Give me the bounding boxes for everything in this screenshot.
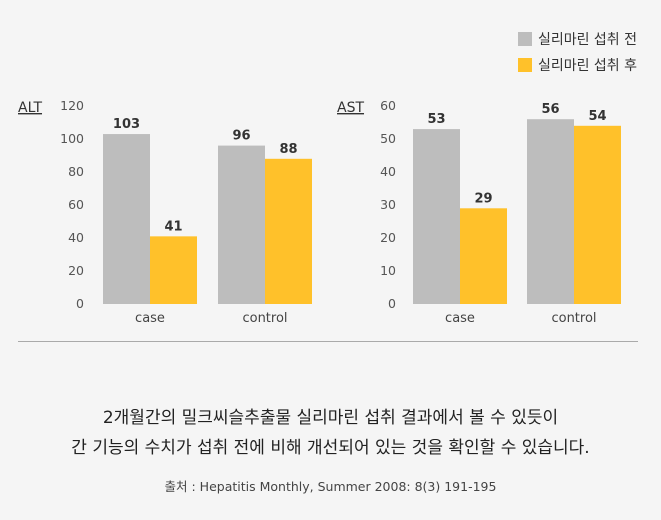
divider [18, 341, 638, 342]
legend-item-after: 실리마린 섭취 후 [517, 52, 637, 78]
bar-control-after [265, 158, 312, 304]
data-label: 88 [279, 142, 297, 157]
y-tick-label: 80 [68, 164, 84, 179]
legend-label-after: 실리마린 섭취 후 [537, 58, 637, 74]
y-tick-label: 50 [380, 131, 396, 146]
legend-swatch-after [517, 58, 532, 72]
caption-line-2: 간 기능의 수치가 섭취 전에 비해 개선되어 있는 것을 확인할 수 있습니다… [71, 438, 590, 458]
y-tick-label: 20 [380, 230, 396, 245]
data-label: 29 [474, 191, 492, 206]
chart-title-ast: AST [337, 100, 364, 116]
y-tick-label: 20 [68, 263, 84, 278]
x-tick-label-control: control [242, 311, 287, 326]
y-tick-label: 120 [60, 98, 84, 113]
y-tick-label: 100 [60, 131, 84, 146]
bar-control-after [574, 125, 621, 304]
bar-control-before [218, 145, 265, 304]
bar-case-before [413, 129, 460, 304]
x-tick-label-case: case [445, 311, 475, 326]
caption-line-1: 2개월간의 밀크씨슬추출물 실리마린 섭취 결과에서 볼 수 있듯이 [102, 408, 559, 428]
bar-control-before [527, 119, 574, 304]
y-tick-label: 60 [380, 98, 396, 113]
data-label: 96 [232, 129, 250, 144]
legend-label-before: 실리마린 섭취 전 [537, 32, 637, 48]
y-tick-label: 30 [380, 197, 396, 212]
data-label: 54 [588, 109, 606, 124]
chart-legend: 실리마린 섭취 전 실리마린 섭취 후 [517, 26, 637, 78]
x-tick-label-control: control [551, 311, 596, 326]
data-label: 41 [164, 219, 182, 234]
y-tick-label: 40 [380, 164, 396, 179]
y-tick-label: 40 [68, 230, 84, 245]
data-label: 56 [541, 102, 559, 117]
data-label: 53 [427, 112, 445, 127]
bar-case-after [460, 208, 507, 304]
y-tick-label: 0 [76, 296, 84, 311]
bar-case-after [150, 236, 197, 304]
source-citation: 출처 : Hepatitis Monthly, Summer 2008: 8(3… [164, 479, 497, 494]
x-tick-label-case: case [135, 311, 165, 326]
y-tick-label: 10 [380, 263, 396, 278]
legend-item-before: 실리마린 섭취 전 [517, 26, 637, 52]
legend-swatch-before [517, 32, 532, 46]
data-label: 103 [113, 117, 140, 132]
bar-case-before [103, 134, 150, 304]
y-tick-label: 0 [388, 296, 396, 311]
chart-title-alt: ALT [18, 100, 42, 116]
bar-charts: ALT02040608010012010341case9688controlAS… [18, 98, 621, 326]
y-tick-label: 60 [68, 197, 84, 212]
